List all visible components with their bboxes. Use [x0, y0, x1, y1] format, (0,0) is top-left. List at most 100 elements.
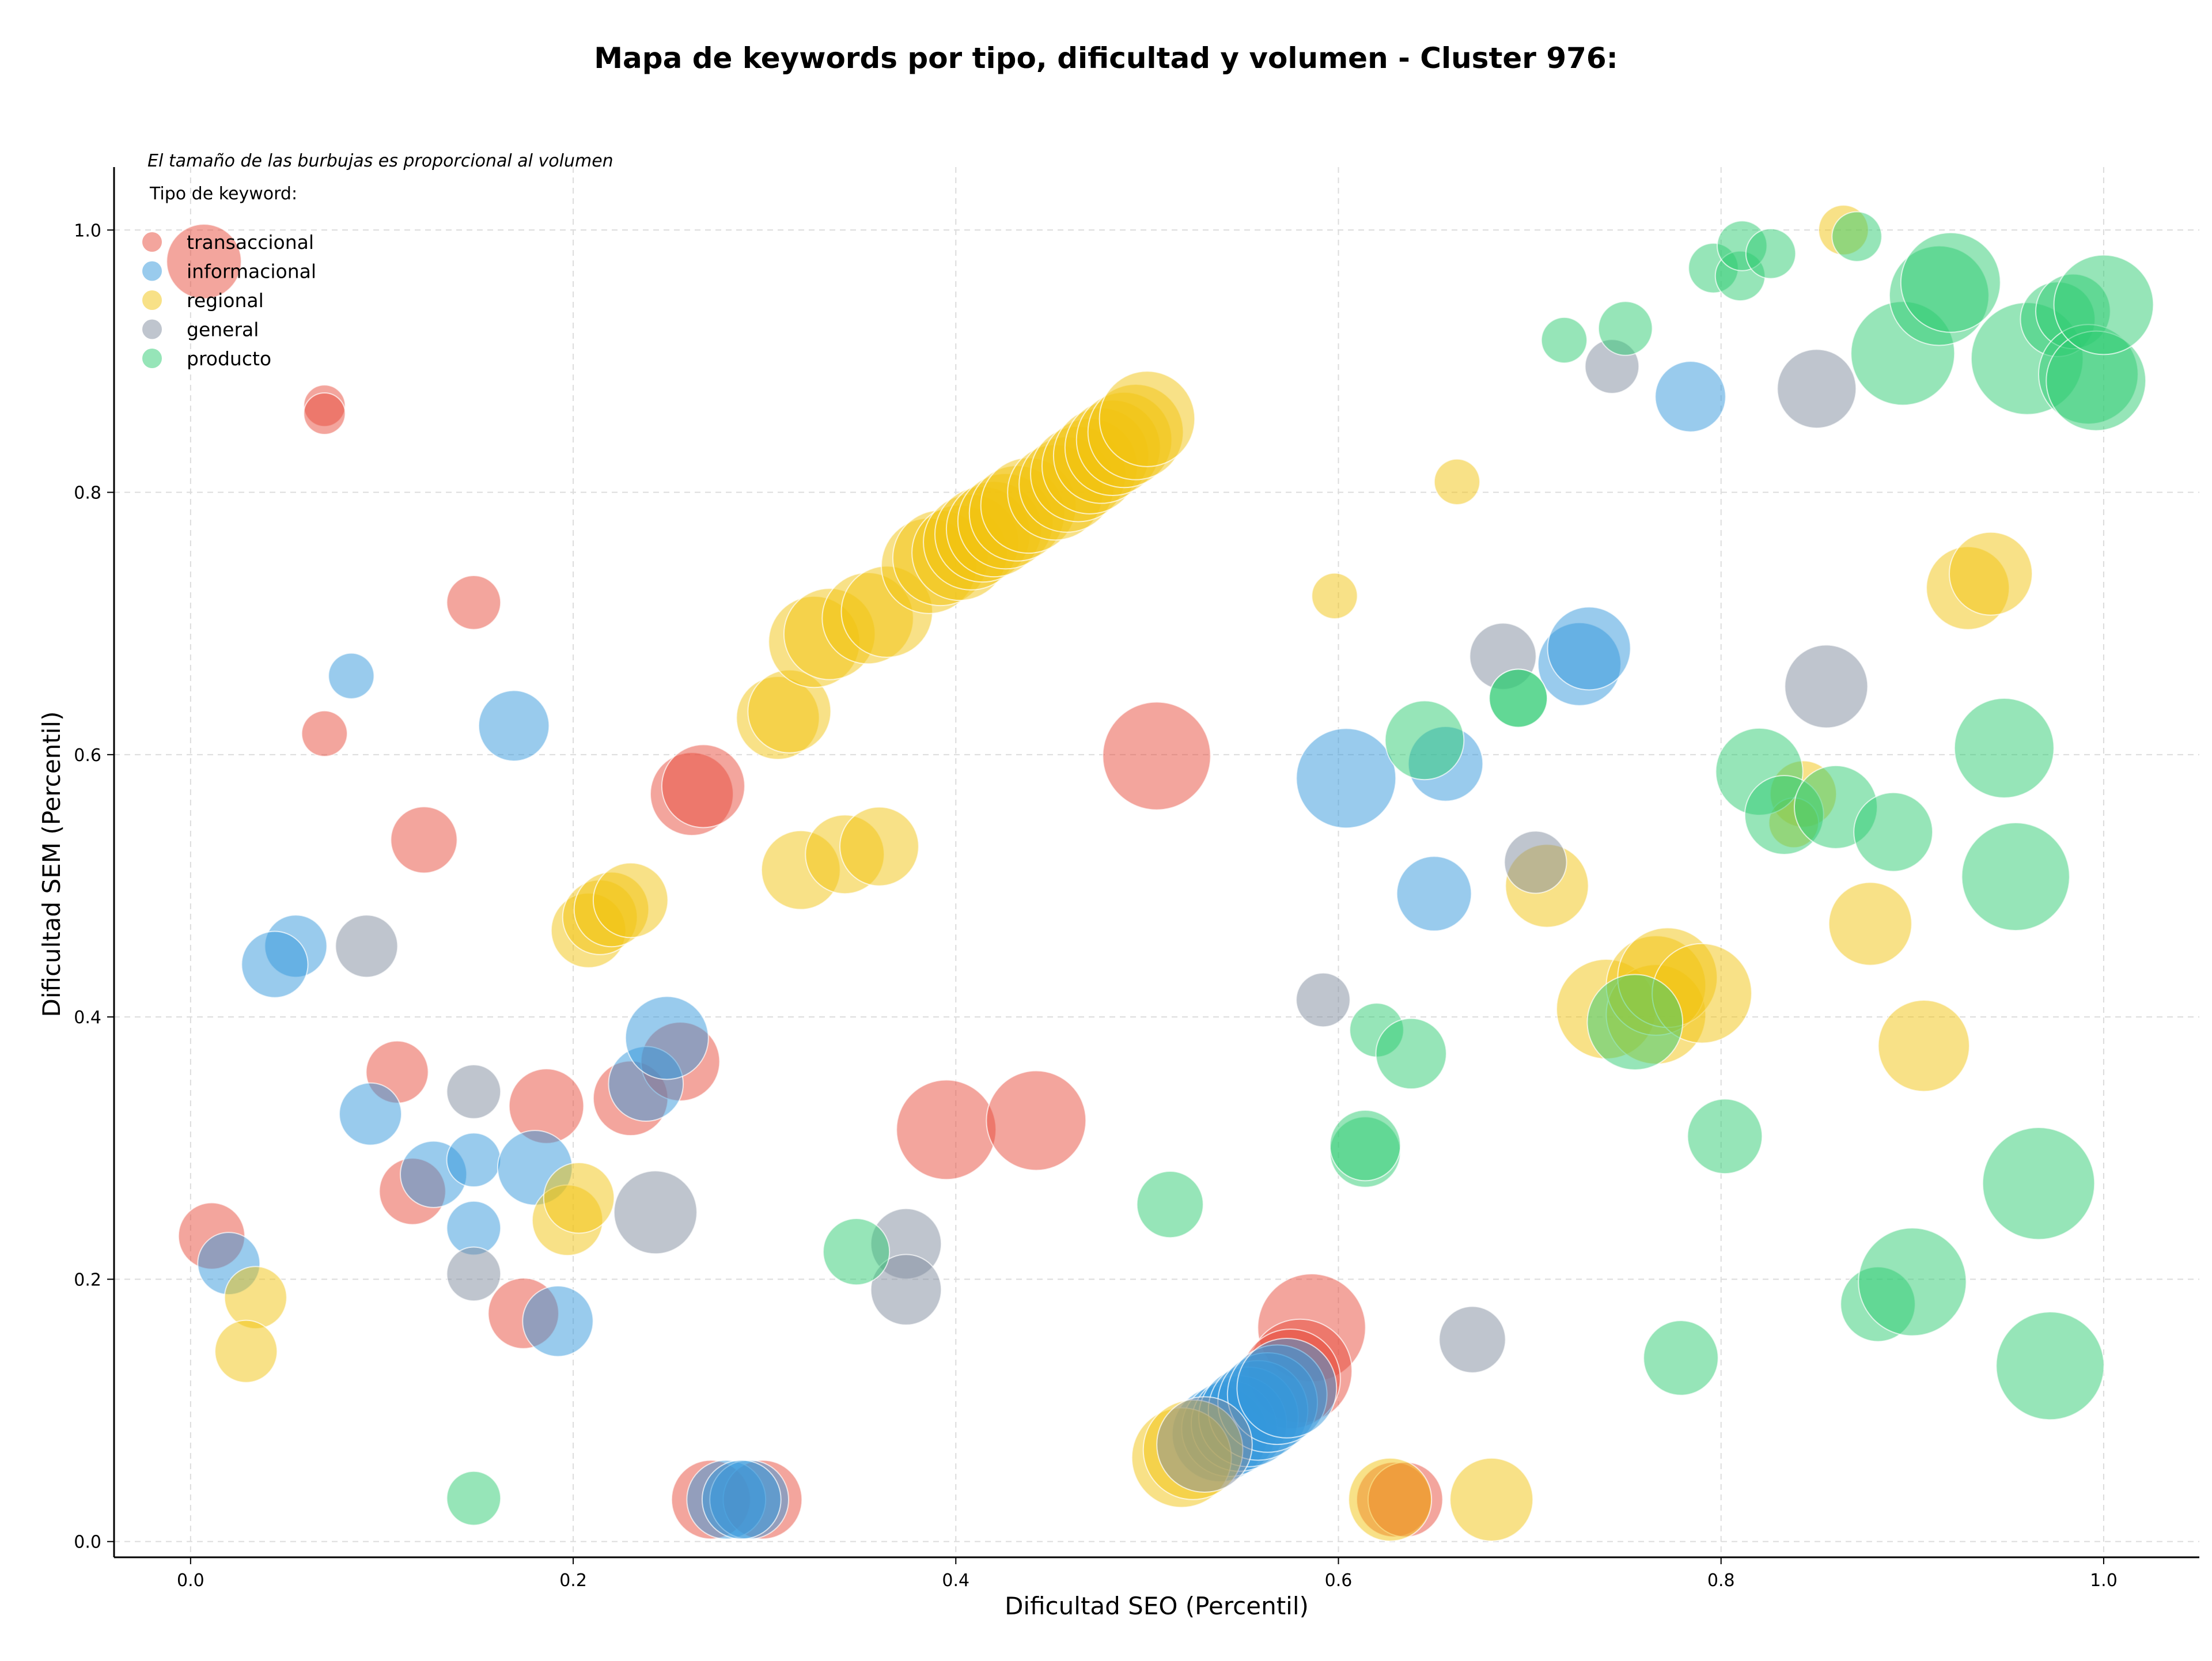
y-tick-label: 0.4	[74, 1008, 101, 1028]
bubble-point	[613, 1170, 698, 1255]
bubble-point	[446, 1470, 502, 1526]
bubble-point	[224, 1266, 287, 1330]
bubble-point	[1949, 531, 2033, 616]
series-producto	[446, 211, 2154, 1526]
legend-label: general	[187, 319, 259, 341]
bubble-point	[661, 744, 745, 828]
bubble-point	[1982, 1127, 2096, 1240]
bubble-point	[1540, 316, 1588, 364]
axes	[113, 167, 2199, 1558]
bubble-point	[1348, 1457, 1433, 1542]
legend-label: regional	[187, 289, 264, 312]
x-tick-label: 0.4	[942, 1571, 969, 1591]
x-ticks: 0.0 0.2 0.4 0.6 0.8 1.0	[177, 1557, 2118, 1591]
bubble-point	[1136, 1171, 1204, 1239]
bubble-point	[1396, 856, 1472, 932]
x-tick-label: 1.0	[2090, 1571, 2118, 1591]
bubble-point	[1828, 881, 1912, 966]
x-tick-label: 0.2	[559, 1571, 587, 1591]
y-tick-label: 0.2	[74, 1270, 101, 1290]
bubble-point	[1597, 301, 1653, 356]
bubble-point	[2053, 254, 2154, 355]
bubble-point	[522, 1285, 594, 1357]
bubble-point	[1156, 1396, 1253, 1493]
bubble-layer	[166, 205, 2154, 1542]
x-tick-label: 0.8	[1707, 1571, 1735, 1591]
bubble-point	[1438, 1306, 1506, 1374]
bubble-point	[1831, 211, 1883, 262]
bubble-point	[166, 224, 242, 300]
series-general	[335, 339, 1869, 1493]
legend-item-transaccional: transaccional	[142, 231, 314, 253]
bubble-point	[1877, 999, 1970, 1092]
bubble-point	[1586, 974, 1684, 1071]
bubble-point	[339, 1082, 403, 1146]
bubble-point	[1099, 370, 1196, 467]
bubble-point	[1784, 644, 1869, 729]
legend-marker	[142, 261, 162, 281]
bubble-point	[1777, 349, 1857, 429]
bubble-point	[1953, 698, 2055, 799]
bubble-point	[870, 1254, 942, 1326]
x-axis-label: Dificultad SEO (Percentil)	[1005, 1592, 1309, 1620]
bubble-point	[1643, 1320, 1719, 1396]
bubble-point	[986, 1070, 1087, 1171]
legend-marker	[142, 349, 162, 368]
legend-label: informacional	[187, 260, 316, 283]
bubble-point	[839, 806, 919, 887]
bubble-point	[1236, 1337, 1338, 1439]
bubble-point	[1858, 1227, 1967, 1337]
bubble-point	[1384, 700, 1465, 781]
legend-label: transaccional	[187, 231, 314, 253]
bubble-point	[446, 1246, 502, 1302]
bubble-point	[1102, 701, 1211, 811]
bubble-point	[822, 1217, 891, 1286]
bubble-point	[241, 930, 309, 998]
bubble-point	[214, 1319, 278, 1383]
bubble-point	[1311, 572, 1358, 619]
legend-item-general: general	[142, 319, 259, 341]
bubble-point	[1687, 1098, 1763, 1175]
bubble-point	[592, 862, 669, 939]
bubble-point	[624, 996, 709, 1080]
bubble-point	[1503, 830, 1567, 894]
bubble-point	[1745, 228, 1797, 279]
legend-label: producto	[187, 347, 271, 370]
bubble-point	[446, 1064, 502, 1119]
bubble-point	[1488, 668, 1548, 728]
bubble-point	[335, 914, 399, 978]
x-tick-label: 0.0	[177, 1571, 204, 1591]
y-tick-label: 1.0	[74, 221, 101, 241]
bubble-point	[1375, 1017, 1447, 1090]
legend-item-producto: producto	[142, 347, 271, 370]
legend-marker	[142, 290, 162, 310]
legend-title: Tipo de keyword:	[149, 184, 297, 204]
bubble-point	[446, 574, 502, 630]
legend-marker	[142, 319, 162, 339]
bubble-point	[701, 1459, 782, 1540]
bubble-point	[1296, 972, 1351, 1028]
bubble-point	[1961, 822, 2070, 932]
bubble-point	[328, 652, 375, 699]
bubble-point	[446, 1132, 502, 1188]
y-ticks: 0.0 0.2 0.4 0.6 0.8 1.0	[74, 221, 114, 1553]
bubble-point	[303, 392, 346, 435]
bubble-point	[1995, 1311, 2105, 1421]
bubble-point	[1449, 1457, 1534, 1542]
bubble-point	[478, 690, 550, 762]
bubble-point	[390, 806, 458, 874]
bubble-point	[1433, 458, 1481, 505]
series-regional	[214, 205, 2033, 1542]
legend: transaccional informacional regional genera…	[142, 231, 316, 370]
bubble-point	[1547, 606, 1631, 691]
y-tick-label: 0.0	[74, 1533, 101, 1553]
bubble-point	[543, 1162, 615, 1234]
legend-marker	[142, 232, 162, 252]
legend-item-regional: regional	[142, 289, 264, 312]
bubble-point	[301, 710, 348, 758]
bubble-point	[1296, 728, 1397, 829]
legend-item-informacional: informacional	[142, 260, 316, 283]
bubble-point	[1900, 232, 2001, 333]
chart-title: Mapa de keywords por tipo, dificultad y …	[594, 41, 1618, 75]
